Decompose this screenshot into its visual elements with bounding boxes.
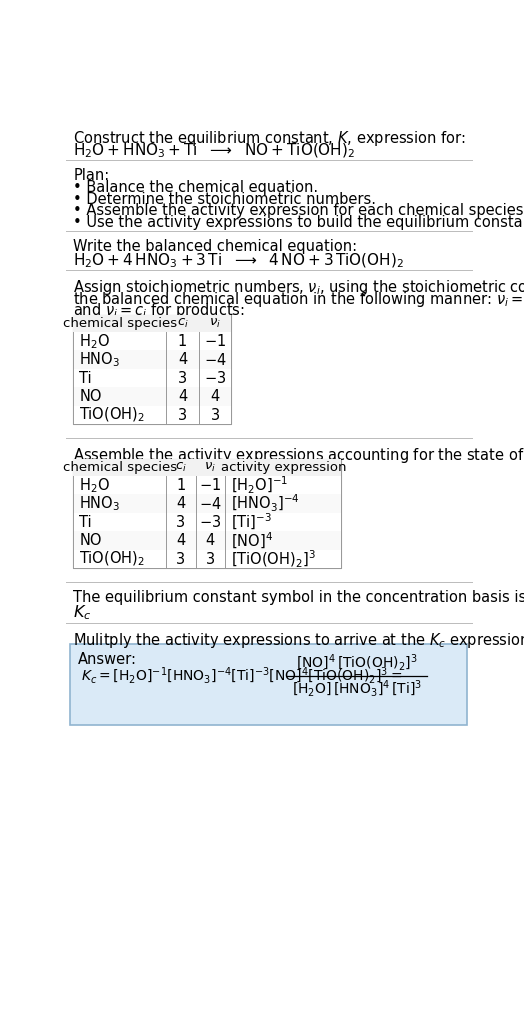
Text: 3: 3: [211, 407, 220, 423]
Text: the balanced chemical equation in the following manner: $\nu_i = -c_i$ for react: the balanced chemical equation in the fo…: [73, 290, 524, 308]
Text: chemical species: chemical species: [63, 317, 177, 330]
Text: 4: 4: [211, 389, 220, 404]
Text: $c_i$: $c_i$: [177, 317, 189, 330]
Bar: [73, 459, 342, 476]
Text: Ti: Ti: [80, 515, 92, 530]
Text: $\mathregular{HNO_3}$: $\mathregular{HNO_3}$: [80, 350, 121, 369]
Bar: [73, 332, 232, 350]
Text: $\mathrm{H_2O + 4\,HNO_3 + 3\,Ti}$  $\longrightarrow$  $\mathrm{4\,NO + 3\,TiO(O: $\mathrm{H_2O + 4\,HNO_3 + 3\,Ti}$ $\lon…: [73, 252, 404, 271]
Text: $c_i$: $c_i$: [175, 460, 187, 474]
Text: $[\mathrm{TiO(OH)_2}]^3$: $[\mathrm{TiO(OH)_2}]^3$: [232, 548, 316, 570]
Text: • Assemble the activity expression for each chemical species.: • Assemble the activity expression for e…: [73, 203, 524, 218]
Text: $-1$: $-1$: [204, 333, 226, 349]
Text: $-3$: $-3$: [199, 515, 222, 530]
Text: $-4$: $-4$: [199, 495, 222, 512]
Bar: [73, 406, 232, 425]
Text: 3: 3: [206, 551, 215, 567]
Text: $-4$: $-4$: [204, 351, 226, 368]
Text: $\mathregular{TiO(OH)_2}$: $\mathregular{TiO(OH)_2}$: [80, 550, 146, 569]
Text: 4: 4: [178, 352, 187, 368]
Text: $[\mathrm{H_2O}]\,[\mathrm{HNO_3}]^4\,[\mathrm{Ti}]^3$: $[\mathrm{H_2O}]\,[\mathrm{HNO_3}]^4\,[\…: [292, 678, 422, 698]
Bar: [73, 315, 232, 332]
Text: 4: 4: [177, 496, 185, 512]
Text: Mulitply the activity expressions to arrive at the $K_c$ expression:: Mulitply the activity expressions to arr…: [73, 631, 524, 649]
Text: $-3$: $-3$: [204, 371, 226, 386]
Text: $[\mathrm{H_2O}]^{-1}$: $[\mathrm{H_2O}]^{-1}$: [232, 475, 289, 496]
Text: Assign stoichiometric numbers, $\nu_i$, using the stoichiometric coefficients, $: Assign stoichiometric numbers, $\nu_i$, …: [73, 278, 524, 297]
Text: • Use the activity expressions to build the equilibrium constant expression.: • Use the activity expressions to build …: [73, 214, 524, 230]
Text: $\mathrm{H_2O + HNO_3 + Ti}$  $\longrightarrow$  $\mathrm{NO + TiO(OH)_2}$: $\mathrm{H_2O + HNO_3 + Ti}$ $\longright…: [73, 142, 355, 160]
Bar: [73, 494, 342, 513]
Bar: [73, 513, 342, 531]
Bar: [73, 531, 342, 550]
Text: $\mathregular{HNO_3}$: $\mathregular{HNO_3}$: [80, 494, 121, 513]
Text: Answer:: Answer:: [78, 651, 137, 667]
Text: 4: 4: [177, 533, 185, 548]
Bar: [73, 315, 232, 425]
Text: NO: NO: [80, 389, 102, 404]
Text: 3: 3: [177, 515, 185, 530]
Text: Ti: Ti: [80, 371, 92, 386]
Text: $[\mathrm{Ti}]^{-3}$: $[\mathrm{Ti}]^{-3}$: [232, 513, 272, 532]
Text: Write the balanced chemical equation:: Write the balanced chemical equation:: [73, 239, 357, 254]
Text: activity expression: activity expression: [221, 460, 346, 474]
Text: $[\mathrm{NO}]^4$: $[\mathrm{NO}]^4$: [232, 531, 274, 550]
Text: 3: 3: [177, 551, 185, 567]
Text: 1: 1: [177, 478, 185, 493]
Bar: [73, 350, 232, 369]
Text: chemical species: chemical species: [63, 460, 177, 474]
Text: $[\mathrm{HNO_3}]^{-4}$: $[\mathrm{HNO_3}]^{-4}$: [232, 493, 300, 515]
Text: Plan:: Plan:: [73, 167, 110, 183]
Bar: [73, 459, 342, 569]
Text: The equilibrium constant symbol in the concentration basis is:: The equilibrium constant symbol in the c…: [73, 590, 524, 604]
Bar: [70, 644, 467, 725]
Text: $-1$: $-1$: [199, 477, 222, 493]
Text: $\mathregular{H_2O}$: $\mathregular{H_2O}$: [80, 332, 111, 350]
Text: • Determine the stoichiometric numbers.: • Determine the stoichiometric numbers.: [73, 192, 376, 207]
Text: 1: 1: [178, 334, 187, 349]
Text: Assemble the activity expressions accounting for the state of matter and $\nu_i$: Assemble the activity expressions accoun…: [73, 446, 524, 465]
Bar: [73, 476, 342, 494]
Text: $\mathregular{TiO(OH)_2}$: $\mathregular{TiO(OH)_2}$: [80, 406, 146, 425]
Text: Construct the equilibrium constant, $K$, expression for:: Construct the equilibrium constant, $K$,…: [73, 129, 466, 148]
Text: $\nu_i$: $\nu_i$: [204, 460, 216, 474]
Text: 3: 3: [178, 371, 187, 386]
Text: 3: 3: [178, 407, 187, 423]
Text: NO: NO: [80, 533, 102, 548]
Text: $\nu_i$: $\nu_i$: [209, 317, 221, 330]
Text: 4: 4: [178, 389, 187, 404]
Bar: [73, 387, 232, 406]
Text: • Balance the chemical equation.: • Balance the chemical equation.: [73, 181, 319, 195]
Text: 4: 4: [206, 533, 215, 548]
Text: $\mathregular{H_2O}$: $\mathregular{H_2O}$: [80, 476, 111, 494]
Text: and $\nu_i = c_i$ for products:: and $\nu_i = c_i$ for products:: [73, 301, 245, 321]
Bar: [73, 550, 342, 569]
Bar: [73, 369, 232, 387]
Text: $K_c = [\mathrm{H_2O}]^{-1}[\mathrm{HNO_3}]^{-4}[\mathrm{Ti}]^{-3}[\mathrm{NO}]^: $K_c = [\mathrm{H_2O}]^{-1}[\mathrm{HNO_…: [81, 666, 402, 686]
Text: $K_c$: $K_c$: [73, 603, 92, 622]
Text: $[\mathrm{NO}]^4\,[\mathrm{TiO(OH)_2}]^3$: $[\mathrm{NO}]^4\,[\mathrm{TiO(OH)_2}]^3…: [296, 652, 418, 673]
